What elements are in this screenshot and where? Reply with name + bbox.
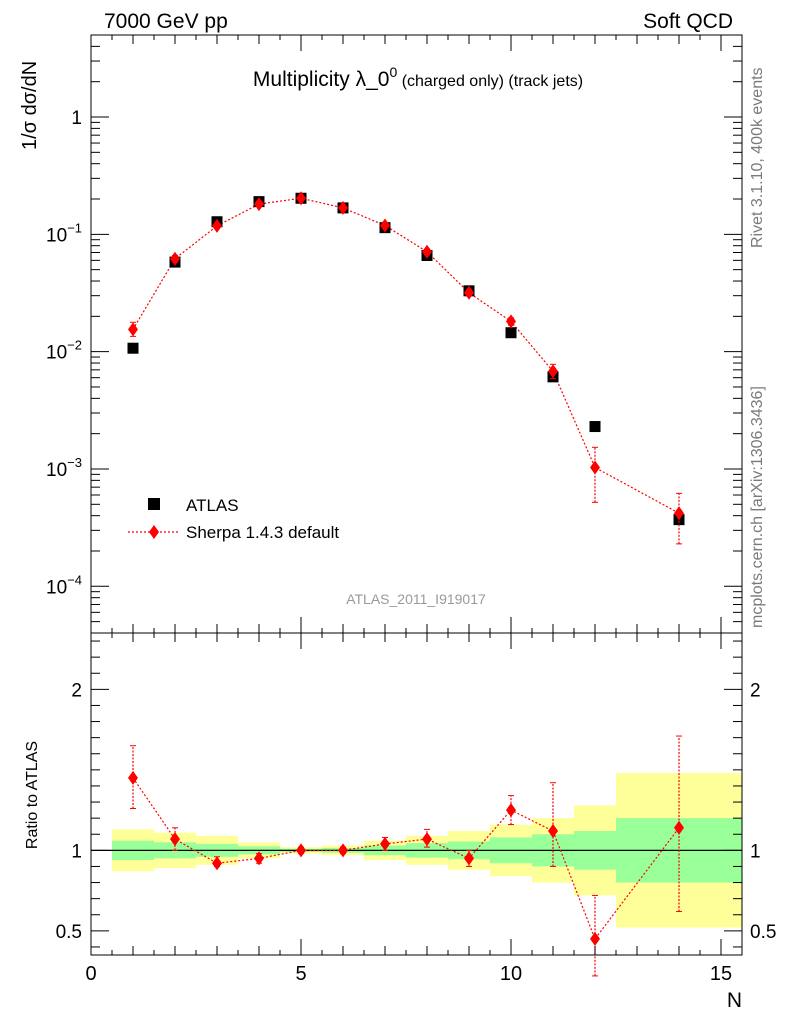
legend: ATLAS Sherpa 1.4.3 default — [128, 496, 339, 542]
main-y-tick-mantissa: 10 — [46, 577, 67, 598]
ratio-xlabel: N — [727, 989, 742, 1012]
ratio-y-tick-label-right: 2 — [750, 680, 761, 701]
sherpa-point — [296, 191, 306, 206]
main-title-text: Multiplicity λ_0 — [253, 68, 390, 91]
ratio-sherpa-point — [296, 843, 306, 858]
legend-atlas-label: ATLAS — [186, 496, 239, 515]
mcplots-side-label: mcplots.cern.ch [arXiv:1306.3436] — [749, 386, 766, 628]
ratio-sherpa-point — [254, 851, 264, 866]
ratio-x-tick-label: 5 — [295, 963, 306, 985]
main-y-tick-exponent: −4 — [67, 572, 82, 587]
main-y-tick-label: 10−4 — [46, 572, 82, 598]
main-y-tick-mantissa: 1 — [71, 108, 82, 129]
main-y-tick-exponent: −2 — [67, 338, 82, 353]
ratio-sherpa-point — [338, 843, 348, 858]
ratio-sherpa-point — [506, 803, 516, 818]
main-ylabel: 1/σ dσ/dN — [19, 61, 41, 150]
ratio-y-tick-label-right: 0.5 — [750, 922, 776, 943]
ratio-sherpa-point — [674, 820, 684, 835]
sherpa-point — [464, 285, 474, 300]
main-y-tick-label: 1 — [71, 108, 82, 129]
ratio-plot-content — [91, 735, 742, 977]
main-y-tick-label: 10−2 — [46, 338, 82, 364]
legend-sherpa-label: Sherpa 1.4.3 default — [186, 523, 339, 542]
sherpa-point — [548, 364, 558, 379]
atlas-point — [589, 421, 601, 433]
main-title-sub: (charged only) (track jets) — [397, 73, 583, 90]
header-left: 7000 GeV pp — [104, 10, 228, 33]
ratio-plot-panel: 0.5 0.5 1 1 2 2 0 5 10 15 Ratio to ATLAS N — [24, 632, 776, 1012]
ratio-y-tick-label: 0.5 — [56, 922, 82, 943]
header-right: Soft QCD — [643, 10, 733, 33]
legend-sherpa-marker — [149, 525, 159, 539]
ratio-x-tick-label: 15 — [710, 963, 732, 985]
legend-atlas-marker — [148, 498, 160, 510]
main-y-tick-mantissa: 10 — [46, 343, 67, 364]
sherpa-point — [338, 200, 348, 215]
ratio-x-tick-label: 0 — [85, 963, 96, 985]
atlas-point — [505, 327, 517, 339]
ratio-axis-ticks: 0.5 0.5 1 1 2 2 0 5 10 15 — [56, 633, 776, 985]
ratio-sherpa-point — [128, 770, 138, 785]
ratio-y-tick-label: 2 — [71, 680, 82, 701]
main-y-tick-mantissa: 10 — [46, 460, 67, 481]
ratio-x-tick-label: 10 — [500, 963, 522, 985]
ratio-plot-frame — [90, 632, 743, 956]
ratio-ylabel: Ratio to ATLAS — [24, 741, 41, 849]
main-axis-ticks: 110−110−210−310−4 — [46, 34, 743, 634]
sherpa-point — [212, 218, 222, 233]
ratio-y-tick-label: 1 — [71, 841, 82, 862]
main-plot-panel: 110−110−210−310−4 1/σ dσ/dN Multiplicity… — [19, 34, 743, 634]
atlas-point — [127, 342, 139, 354]
sherpa-point — [506, 314, 516, 329]
sherpa-point — [170, 251, 180, 266]
sherpa-point — [590, 460, 600, 475]
ratio-sherpa-point — [170, 832, 180, 847]
ratio-sherpa-point — [422, 832, 432, 847]
sherpa-point — [380, 218, 390, 233]
ratio-sherpa-point — [548, 824, 558, 839]
watermark: ATLAS_2011_I919017 — [346, 591, 486, 607]
main-plot-frame — [90, 34, 743, 634]
ratio-sherpa-point — [212, 856, 222, 871]
ratio-sherpa-point — [464, 851, 474, 866]
sherpa-point — [128, 322, 138, 337]
main-plot-content — [127, 191, 685, 545]
rivet-side-label: Rivet 3.1.10, 400k events — [749, 67, 766, 248]
sherpa-point — [674, 506, 684, 521]
main-y-tick-label: 10−1 — [46, 220, 82, 246]
main-y-tick-exponent: −3 — [67, 455, 82, 470]
main-y-tick-label: 10−3 — [46, 455, 82, 481]
ratio-y-tick-label-right: 1 — [750, 841, 761, 862]
main-title: Multiplicity λ_00 (charged only) (track … — [253, 64, 583, 91]
main-y-tick-mantissa: 10 — [46, 225, 67, 246]
sherpa-point — [254, 197, 264, 212]
sherpa-point — [422, 244, 432, 259]
ratio-sherpa-point — [590, 931, 600, 946]
main-y-tick-exponent: −1 — [67, 220, 82, 235]
main-title-sup: 0 — [389, 64, 397, 80]
ratio-sherpa-point — [380, 836, 390, 851]
